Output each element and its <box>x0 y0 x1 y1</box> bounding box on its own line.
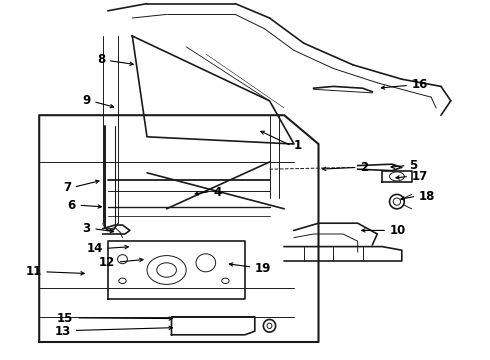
Text: 8: 8 <box>97 53 105 66</box>
Text: 3: 3 <box>82 222 91 235</box>
Text: 2: 2 <box>360 161 368 174</box>
Text: 9: 9 <box>82 94 91 107</box>
Text: 5: 5 <box>409 159 417 172</box>
Text: 17: 17 <box>412 170 428 183</box>
Text: 19: 19 <box>255 262 271 275</box>
Text: 12: 12 <box>99 256 115 269</box>
Text: 16: 16 <box>412 78 428 91</box>
Text: 18: 18 <box>419 190 435 203</box>
Text: 13: 13 <box>55 325 71 338</box>
Text: 4: 4 <box>213 186 221 199</box>
Text: 1: 1 <box>294 139 302 152</box>
Text: 7: 7 <box>63 181 71 194</box>
Text: 11: 11 <box>25 265 42 278</box>
Text: 6: 6 <box>68 199 76 212</box>
Text: 15: 15 <box>57 312 74 325</box>
Text: 14: 14 <box>87 242 103 255</box>
Text: 10: 10 <box>390 224 406 237</box>
